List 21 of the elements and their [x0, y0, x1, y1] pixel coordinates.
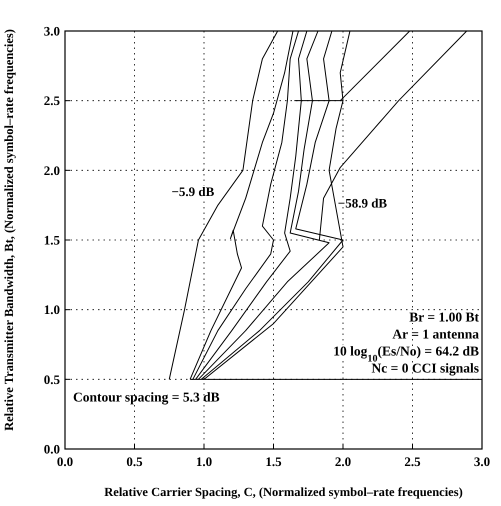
- y-tick-label: 0.0: [44, 442, 60, 456]
- x-tick-label: 3.0: [474, 454, 490, 469]
- annotation: Br = 1.00 Bt: [409, 310, 480, 325]
- x-tick-label: 2.5: [404, 454, 422, 469]
- y-tick-label: 0.5: [44, 372, 60, 387]
- y-tick-label: 3.0: [44, 24, 60, 38]
- x-axis-title: Relative Carrier Spacing, C, (Normalized symbol–rate frequencies): [104, 485, 463, 499]
- x-tick-label: 0.5: [126, 454, 144, 469]
- annotation: Ar = 1 antenna: [392, 326, 480, 342]
- annotation: −5.9 dB: [171, 184, 215, 200]
- y-tick-label: 2.0: [44, 162, 60, 178]
- y-axis-title: Relative Transmitter Bandwidth, Bt, (Normalized symbol–rate frequencies): [2, 29, 16, 431]
- y-tick-label: 2.5: [44, 93, 60, 108]
- x-tick-label: 1.0: [196, 454, 212, 469]
- y-tick-label: 1.5: [44, 232, 60, 248]
- x-tick-label: 2.0: [334, 454, 352, 469]
- y-tick-label: 1.0: [44, 302, 60, 318]
- annotation: Contour spacing = 5.3 dB: [73, 389, 220, 404]
- x-tick-label: 1.5: [265, 454, 282, 469]
- annotation: −58.9 dB: [338, 195, 388, 210]
- x-tick-label: 0.0: [56, 454, 74, 469]
